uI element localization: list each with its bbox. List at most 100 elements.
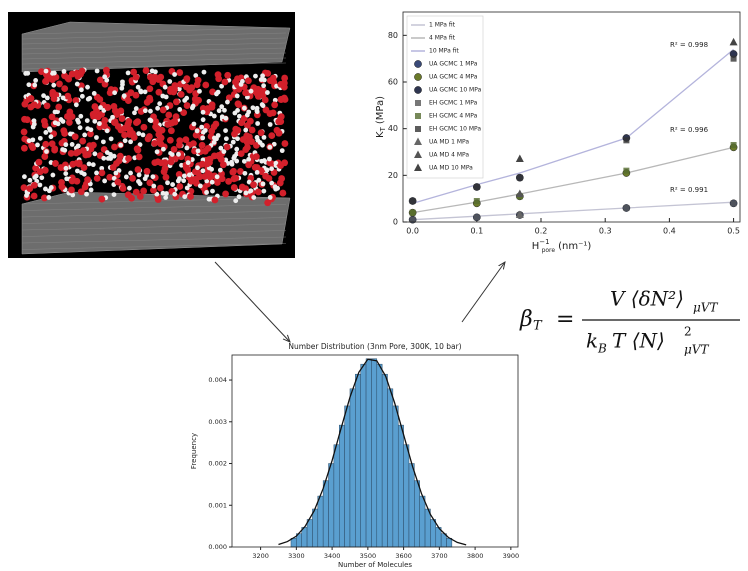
legend-label: UA MD 4 MPa <box>429 152 469 159</box>
molecule-atom <box>90 162 96 168</box>
molecule-atom <box>225 177 232 185</box>
molecule-atom <box>200 168 206 174</box>
molecule-atom <box>176 141 183 149</box>
molecule-atom <box>25 70 31 76</box>
molecule-atom <box>154 149 160 155</box>
molecule-atom <box>214 174 220 180</box>
eq-numerator: V ⟨δN²⟩ <box>610 287 684 311</box>
molecule-atom <box>63 142 69 148</box>
molecule-atom <box>29 144 37 152</box>
histogram-bar <box>328 463 335 548</box>
molecule-atom <box>267 122 273 127</box>
molecule-atom <box>74 148 82 156</box>
molecule-atom <box>93 174 101 182</box>
molecule-atom <box>21 144 28 152</box>
molecule-atom <box>238 82 244 87</box>
molecule-atom <box>266 159 274 167</box>
molecule-atom <box>111 143 118 151</box>
molecule-atom <box>255 137 261 143</box>
molecule-atom <box>155 88 163 96</box>
molecule-atom <box>256 177 262 183</box>
molecule-atom <box>41 93 46 99</box>
molecule-atom <box>241 158 247 164</box>
x-tick-label: 3500 <box>360 552 377 560</box>
data-point <box>623 137 630 144</box>
molecule-atom <box>217 156 225 163</box>
eq-numerator-sub: μVT <box>693 301 718 315</box>
molecule-atom <box>229 161 235 167</box>
molecule-atom <box>48 134 54 140</box>
eq-den-rest: T ⟨N⟩ <box>612 329 665 353</box>
molecule-atom <box>238 119 245 127</box>
molecule-atom <box>79 147 87 154</box>
molecule-atom <box>30 124 36 130</box>
molecule-atom <box>177 107 183 112</box>
molecule-atom <box>136 193 144 200</box>
molecule-atom <box>234 146 240 152</box>
molecule-atom <box>136 131 142 137</box>
histogram-bar <box>424 508 431 548</box>
molecule-atom <box>160 146 166 152</box>
molecule-atom <box>273 186 279 192</box>
molecule-atom <box>35 142 40 148</box>
molecule-atom <box>137 181 143 187</box>
molecule-atom <box>243 132 251 140</box>
histogram-bar <box>339 424 345 548</box>
molecule-atom <box>267 144 273 150</box>
molecule-atom <box>163 94 169 100</box>
molecule-atom <box>91 91 97 96</box>
molecule-atom <box>281 96 289 103</box>
molecule-atom <box>56 80 63 88</box>
molecule-atom <box>98 105 103 110</box>
molecule-atom <box>177 176 182 182</box>
histogram-bar <box>365 358 372 548</box>
molecule-atom <box>157 159 165 167</box>
plot-frame <box>402 11 741 223</box>
molecule-atom <box>135 84 141 90</box>
data-point <box>729 37 738 46</box>
molecule-atom <box>219 104 225 110</box>
molecule-atom <box>254 188 262 196</box>
molecule-atom <box>184 145 190 151</box>
molecule-atom <box>261 188 267 194</box>
molecule-atom <box>212 135 217 141</box>
molecule-atom <box>151 159 159 166</box>
eq-den-k-sub: B <box>597 342 607 356</box>
molecule-atom <box>232 110 238 116</box>
molecule-atom <box>194 169 202 177</box>
data-point <box>515 154 524 162</box>
molecule-atom <box>38 68 45 75</box>
molecule-atom <box>275 118 283 126</box>
molecule-atom <box>199 124 205 130</box>
molecule-atom <box>276 179 284 187</box>
molecule-atom <box>140 132 146 138</box>
slab-grid <box>21 27 287 35</box>
molecule-atom <box>123 174 129 180</box>
molecule-atom <box>264 167 270 173</box>
y-tick-label: 20 <box>388 171 398 180</box>
molecule-atom <box>70 192 76 198</box>
molecule-atom <box>140 187 148 195</box>
molecule-atom <box>185 160 191 166</box>
molecule-atom <box>61 85 69 92</box>
molecule-atom <box>243 190 249 196</box>
molecule-atom <box>32 82 38 88</box>
x-label-sup: −1 <box>539 238 549 246</box>
molecule-atom <box>219 114 225 120</box>
legend-label: 10 MPa fit <box>429 48 459 55</box>
molecule-atom <box>52 73 60 81</box>
molecule-atom <box>150 174 156 180</box>
molecule-atom <box>204 156 212 164</box>
molecule-atom <box>234 93 240 99</box>
molecule-atom <box>192 175 200 183</box>
molecule-atom <box>77 125 83 131</box>
slab-grid <box>21 52 287 60</box>
molecule-atom <box>209 179 215 185</box>
molecule-atom <box>159 106 167 114</box>
molecule-atom <box>120 82 125 87</box>
molecule-atom <box>104 104 112 111</box>
histogram-bar <box>322 480 329 548</box>
molecule-atom <box>261 96 269 104</box>
molecule-atom <box>242 89 249 97</box>
molecule-atom <box>260 181 266 187</box>
